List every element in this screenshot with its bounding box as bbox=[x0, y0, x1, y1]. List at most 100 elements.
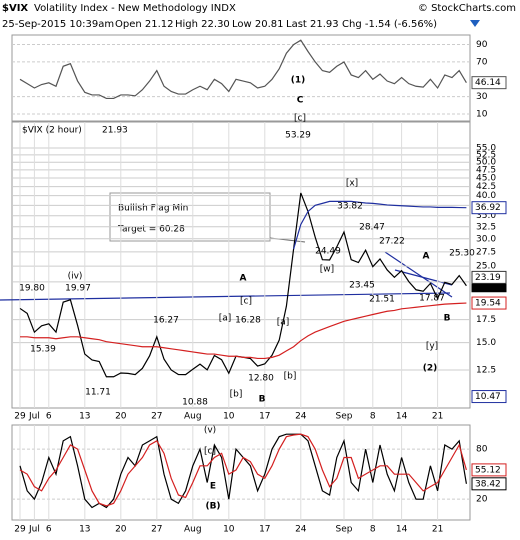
series-line bbox=[20, 302, 467, 360]
instrument-name: Volatility Index - New Methodology INDX bbox=[34, 3, 236, 14]
y-tick-label: 70 bbox=[476, 57, 488, 67]
x-tick-label: 29 bbox=[14, 412, 26, 422]
annotation: [b] bbox=[230, 390, 243, 400]
y-tick-label: 42.5 bbox=[476, 182, 496, 192]
quote-open: Open 21.12 bbox=[115, 19, 174, 30]
x-tick-label: 17 bbox=[259, 412, 270, 422]
y-tick-label: 90 bbox=[476, 40, 488, 50]
oscillator-panel bbox=[11, 424, 471, 521]
x-tick-label: Sep bbox=[336, 412, 353, 422]
y-tick-label: 40.0 bbox=[476, 191, 496, 201]
annotation: 15.39 bbox=[30, 345, 56, 355]
annotation: [a] bbox=[277, 318, 290, 328]
x-tick-label: 21 bbox=[432, 412, 443, 422]
source: © StockCharts.com bbox=[418, 3, 516, 14]
value-tag bbox=[471, 477, 507, 491]
x-tick-label: 21 bbox=[432, 525, 443, 535]
annotation: [c] bbox=[294, 114, 306, 124]
annotation: 28.47 bbox=[359, 223, 385, 233]
x-tick-label: 13 bbox=[79, 525, 90, 535]
annotation: 10.88 bbox=[182, 398, 208, 408]
x-tick-label: 10 bbox=[223, 412, 235, 422]
x-tick-label: 20 bbox=[115, 525, 127, 535]
series-line bbox=[19, 433, 467, 507]
annotation: 16.27 bbox=[153, 316, 179, 326]
y-tick-label: 12.5 bbox=[476, 365, 496, 375]
price-tag-label: 10.47 bbox=[475, 392, 501, 402]
x-tick-label: Sep bbox=[336, 525, 353, 535]
down-arrow bbox=[470, 20, 480, 27]
quote-high: High 22.30 bbox=[175, 19, 230, 30]
y-tick-label: 35.0 bbox=[476, 211, 496, 221]
x-tick-label: 27 bbox=[151, 412, 162, 422]
annotation: (2) bbox=[423, 364, 438, 374]
flag-line bbox=[394, 269, 453, 286]
value-tag-label: 46.14 bbox=[475, 78, 501, 88]
value-tag-label: 38.42 bbox=[475, 479, 501, 489]
annotation: 33.82 bbox=[337, 202, 363, 212]
x-tick-label: 29 bbox=[14, 525, 26, 535]
annotation: 16.28 bbox=[235, 316, 261, 326]
y-tick-label: 32.5 bbox=[476, 222, 496, 232]
value-tag bbox=[471, 76, 507, 90]
annotation: (iv) bbox=[68, 272, 83, 282]
x-tick-label: 6 bbox=[46, 525, 52, 535]
annotation: 23.45 bbox=[349, 281, 375, 291]
flag-line bbox=[384, 251, 453, 298]
x-tick-label: 14 bbox=[396, 412, 408, 422]
value-tag-label: 55.12 bbox=[475, 465, 501, 475]
annotation: [w] bbox=[320, 265, 334, 275]
price-tag bbox=[471, 270, 507, 284]
annotation: [c] bbox=[204, 447, 216, 457]
callout-box bbox=[109, 192, 271, 242]
annotation: A bbox=[240, 274, 247, 284]
x-tick-label: 8 bbox=[370, 412, 376, 422]
annotation: 17.87 bbox=[419, 294, 445, 304]
x-tick-label: 8 bbox=[370, 525, 376, 535]
x-tick-label: Jul bbox=[28, 412, 40, 422]
x-tick-label: 20 bbox=[115, 412, 127, 422]
annotation: [c] bbox=[240, 297, 252, 307]
y-tick-label: 20 bbox=[476, 495, 488, 505]
annotation: 21.51 bbox=[369, 295, 395, 305]
price-tag bbox=[471, 390, 507, 404]
price-tag-label: 23.19 bbox=[475, 273, 501, 283]
annotation: [a] bbox=[219, 314, 232, 324]
y-tick-label: 52.5 bbox=[476, 150, 496, 160]
callout-line: Bullish Flag Min bbox=[118, 204, 188, 214]
annotation: 27.22 bbox=[379, 237, 405, 247]
annotation: [b] bbox=[284, 372, 297, 382]
x-tick-label: 17 bbox=[259, 525, 270, 535]
x-tick-label: 24 bbox=[295, 525, 307, 535]
y-tick-label: 30 bbox=[476, 92, 488, 102]
x-tick-label: Aug bbox=[184, 525, 202, 535]
annotation: 53.29 bbox=[285, 131, 311, 141]
annotation: [x] bbox=[346, 179, 358, 189]
annotation: 19.97 bbox=[65, 284, 91, 294]
series-line bbox=[293, 200, 467, 250]
y-tick-label: 27.5 bbox=[476, 247, 496, 257]
y-tick-label: 80 bbox=[476, 445, 488, 455]
x-tick-label: 6 bbox=[46, 412, 52, 422]
x-tick-label: 13 bbox=[79, 412, 90, 422]
annotation: B bbox=[259, 395, 266, 405]
rsi-panel bbox=[11, 34, 471, 122]
value-tag bbox=[471, 463, 507, 477]
quote-last: Last 21.93 bbox=[286, 19, 339, 30]
annotation: 11.71 bbox=[85, 388, 111, 398]
y-tick-label: 47.5 bbox=[476, 165, 496, 175]
annotation: A bbox=[423, 252, 430, 262]
callout-line: Target = 60.28 bbox=[117, 225, 185, 235]
y-tick-label: 50.0 bbox=[476, 158, 496, 168]
annotation: (B) bbox=[205, 502, 220, 512]
symbol: $VIX bbox=[2, 3, 28, 14]
panel-title-value: 21.93 bbox=[102, 126, 128, 136]
x-tick-label: 14 bbox=[396, 525, 408, 535]
annotation: (v) bbox=[204, 426, 216, 436]
value-tag-label: 36.92 bbox=[475, 203, 501, 213]
x-tick-label: 27 bbox=[151, 525, 162, 535]
y-tick-label: 15.0 bbox=[476, 338, 496, 348]
value-tag-label: 19.54 bbox=[475, 299, 501, 309]
